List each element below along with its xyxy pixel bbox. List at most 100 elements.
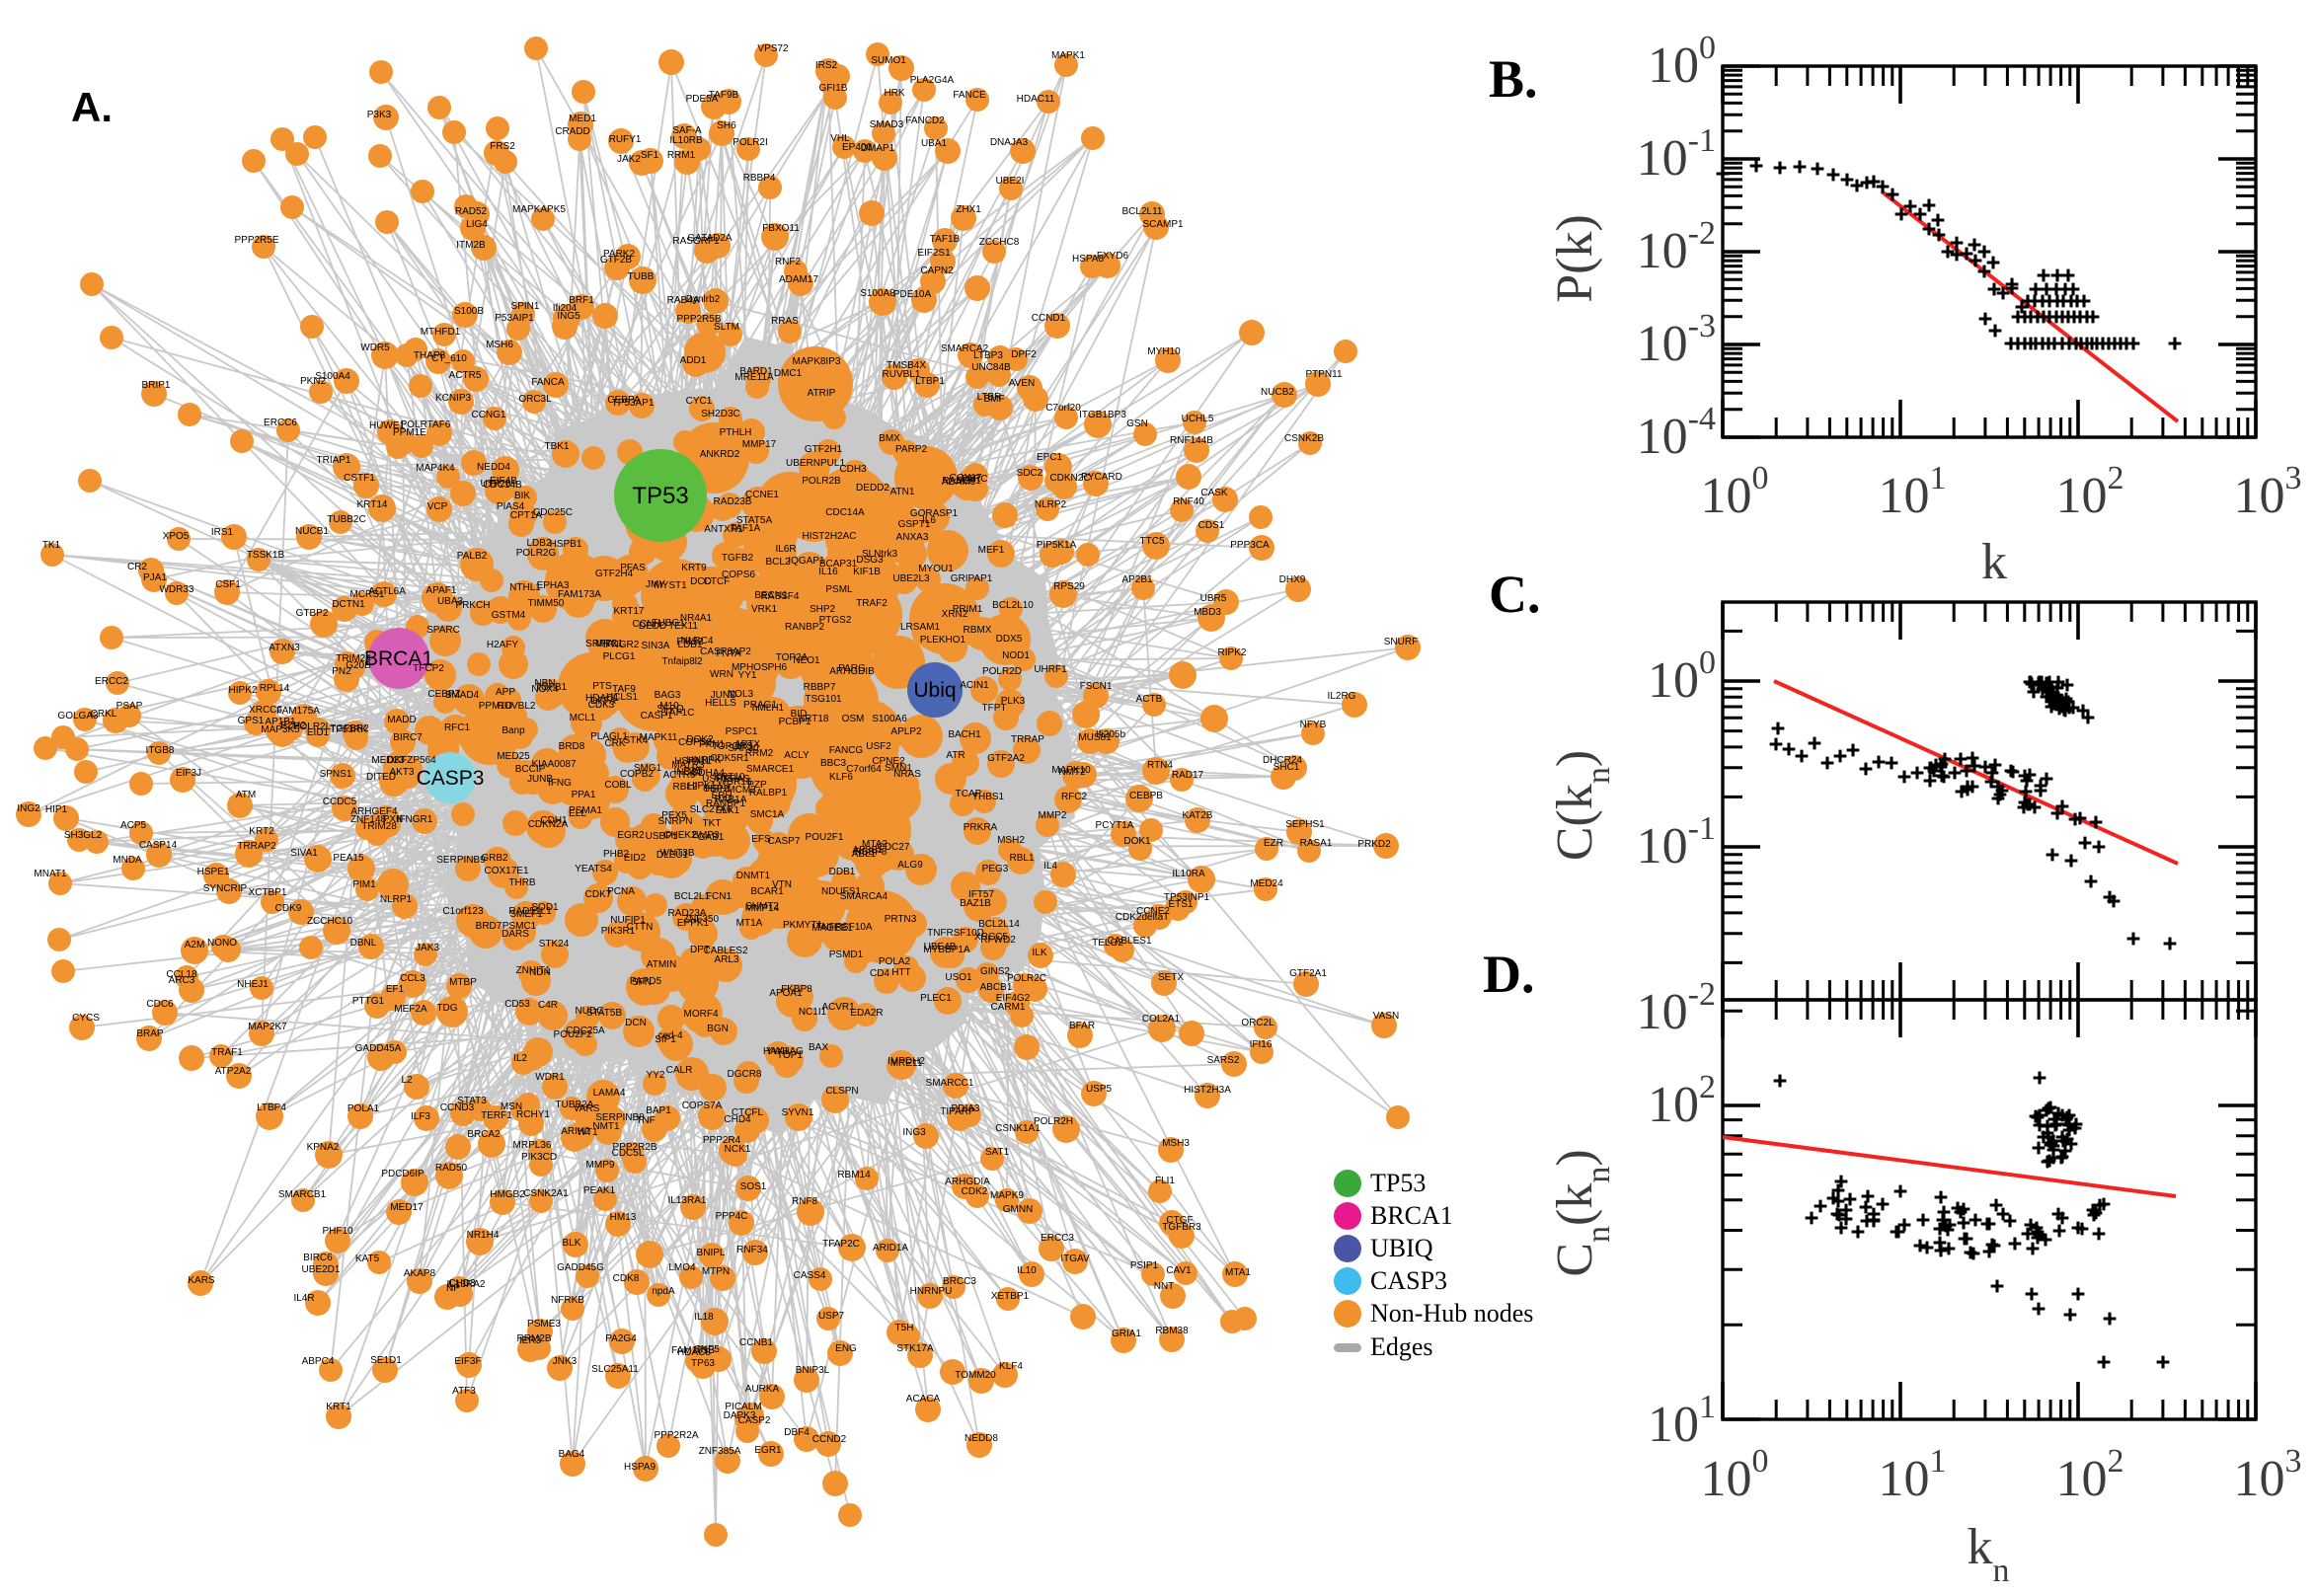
svg-text:SCAMP1: SCAMP1 [1142,219,1184,230]
svg-text:MORF4: MORF4 [684,1009,719,1020]
svg-text:IL6R: IL6R [775,544,796,555]
svg-text:JAK2: JAK2 [617,154,641,165]
svg-text:ARL3: ARL3 [714,954,738,965]
svg-text:TRAF2: TRAF2 [856,598,888,609]
svg-text:RNF40: RNF40 [1173,496,1204,507]
svg-text:GTF2A1: GTF2A1 [1289,968,1327,979]
svg-text:SRP72: SRP72 [585,639,617,649]
svg-text:TRRAP: TRRAP [1011,734,1044,745]
svg-text:POLA1: POLA1 [347,1103,380,1114]
svg-text:MEF1: MEF1 [978,545,1005,556]
svg-text:POLA2: POLA2 [879,956,911,967]
svg-text:CDC25C: CDC25C [533,507,573,518]
svg-text:CSNK1A1: CSNK1A1 [995,1123,1041,1134]
svg-text:GOLGA3: GOLGA3 [57,711,99,722]
svg-text:PSME3: PSME3 [527,1319,561,1330]
svg-text:GMNN: GMNN [1003,1204,1034,1215]
svg-text:CYC1: CYC1 [686,396,713,407]
svg-text:100: 100 [1701,460,1769,524]
svg-text:TUBG1: TUBG1 [652,618,685,629]
svg-text:HSPE1: HSPE1 [197,867,230,877]
svg-text:TERF1: TERF1 [481,1110,512,1121]
svg-text:RUVBL1: RUVBL1 [883,369,921,380]
svg-text:HMGB2: HMGB2 [490,1189,525,1200]
svg-text:HRH1: HRH1 [705,784,733,795]
svg-text:USP15: USP15 [702,774,733,785]
svg-text:Tnfaip8l2: Tnfaip8l2 [661,656,703,667]
svg-text:LAMA4: LAMA4 [593,1088,626,1099]
svg-text:CD4: CD4 [870,968,889,979]
svg-text:MAGEE1: MAGEE1 [811,923,853,934]
svg-text:CEBPB: CEBPB [1129,791,1163,801]
svg-text:BAG4: BAG4 [559,1449,585,1460]
svg-text:SFN: SFN [632,977,652,988]
svg-text:CSF1: CSF1 [215,579,241,590]
svg-text:SMARCC1: SMARCC1 [926,1078,974,1089]
svg-text:CYCS: CYCS [72,1013,100,1024]
svg-text:IL16: IL16 [818,567,838,577]
svg-text:BECN1: BECN1 [754,590,788,601]
svg-text:ILK: ILK [1032,948,1046,958]
svg-text:ACTL6A: ACTL6A [368,586,406,597]
svg-text:D.: D. [1483,945,1535,1004]
svg-text:BBC3: BBC3 [820,758,847,769]
svg-text:KRT18: KRT18 [799,714,829,724]
svg-text:RAD51L1: RAD51L1 [508,906,552,917]
svg-text:CASK: CASK [1200,488,1228,498]
svg-text:ABL1: ABL1 [852,849,877,860]
svg-text:SPIN1: SPIN1 [511,301,540,312]
svg-text:PDE5A: PDE5A [686,94,719,105]
svg-text:CSNK2B: CSNK2B [1284,433,1324,444]
svg-text:PZP: PZP [747,780,767,791]
svg-text:PTGS2: PTGS2 [819,615,852,626]
svg-text:PEAK1: PEAK1 [583,1185,616,1196]
svg-text:USBP1: USBP1 [646,831,678,842]
svg-text:RPS29: RPS29 [1053,581,1085,592]
svg-text:RBL1: RBL1 [1009,853,1034,864]
svg-text:MMP17: MMP17 [742,439,777,450]
svg-text:IFNG: IFNG [548,778,572,789]
svg-text:RFWD2: RFWD2 [980,935,1016,946]
svg-text:SE1D1: SE1D1 [370,1355,402,1366]
svg-text:HIST2H2AC: HIST2H2AC [802,531,856,542]
svg-text:BAX: BAX [809,1042,828,1053]
svg-text:BRCA1: BRCA1 [1370,1201,1453,1230]
svg-text:TUBB2C: TUBB2C [327,514,365,525]
svg-text:FANCE: FANCE [953,90,986,101]
svg-text:FBXO11: FBXO11 [762,223,800,234]
svg-text:HCLS1: HCLS1 [606,692,639,703]
svg-text:TMSB4X: TMSB4X [887,360,926,371]
svg-text:S100A6: S100A6 [872,714,907,724]
svg-text:COX17: COX17 [950,473,982,484]
svg-text:CDK2deltaT: CDK2deltaT [1116,912,1169,923]
svg-text:NONO: NONO [207,938,237,949]
svg-text:APTX: APTX [734,739,760,750]
svg-text:CT_610: CT_610 [431,353,467,364]
svg-text:ERCC2: ERCC2 [95,676,128,687]
svg-text:FLI1: FLI1 [1155,1176,1175,1186]
svg-text:RRAS: RRAS [771,316,799,327]
svg-text:SHP2: SHP2 [810,604,836,615]
svg-text:GADD45A: GADD45A [355,1043,402,1054]
svg-text:CDKN2C: CDKN2C [1049,473,1090,484]
svg-text:MAPK8IP3: MAPK8IP3 [793,356,841,367]
svg-text:P35: P35 [683,766,701,777]
svg-text:Banp: Banp [502,725,525,736]
svg-text:IL4R: IL4R [293,1293,314,1304]
svg-text:PLA2G4A: PLA2G4A [910,75,955,86]
svg-text:MMP9: MMP9 [586,1160,615,1171]
svg-text:ATMIN: ATMIN [647,959,676,970]
svg-text:MAP4K4: MAP4K4 [416,463,455,474]
svg-text:TAF9: TAF9 [612,684,636,695]
svg-text:UBE2L3: UBE2L3 [892,573,930,584]
svg-text:CASP3: CASP3 [1370,1266,1447,1295]
svg-text:CSTF1: CSTF1 [344,473,375,484]
svg-text:BAP1: BAP1 [646,1105,671,1116]
svg-text:JNK3: JNK3 [553,1356,578,1367]
svg-text:BCL2: BCL2 [765,557,790,568]
svg-text:IQGAP1: IQGAP1 [788,556,825,567]
svg-text:PTTG1: PTTG1 [352,996,385,1007]
svg-text:MNDA: MNDA [113,855,142,866]
svg-text:RBBP4: RBBP4 [743,173,776,184]
svg-text:SMARCE1: SMARCE1 [746,764,795,775]
